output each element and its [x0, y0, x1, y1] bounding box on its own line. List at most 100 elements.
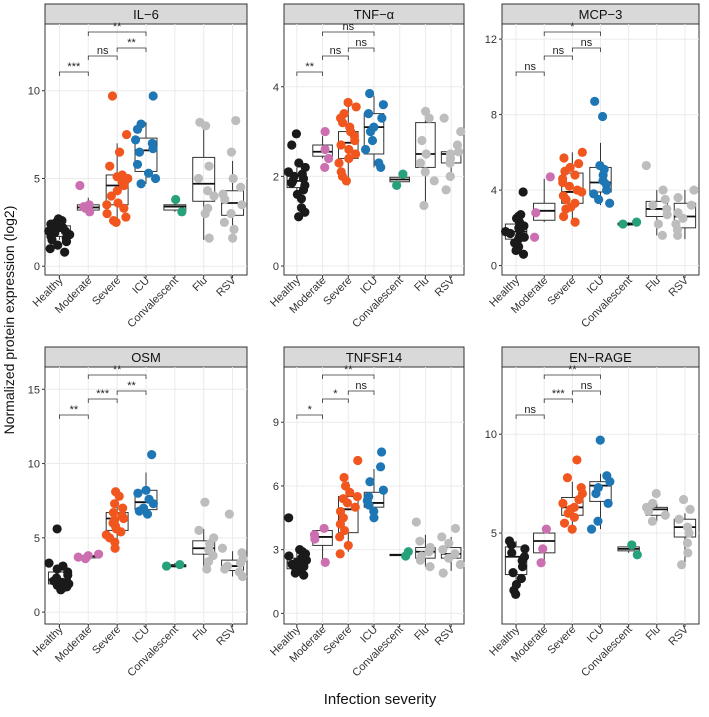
data-point [141, 485, 151, 495]
data-point [504, 536, 515, 546]
data-point [101, 530, 111, 540]
data-point [343, 540, 353, 551]
sig-label: ns [524, 404, 536, 416]
y-tick-label: 0 [34, 607, 40, 619]
y-tick-label: 3 [273, 545, 279, 557]
data-point [353, 455, 363, 466]
data-point [516, 210, 526, 220]
data-point [226, 147, 237, 157]
data-point [590, 96, 600, 106]
data-point [658, 185, 668, 195]
data-point [520, 544, 530, 554]
data-point [119, 203, 129, 213]
data-point [508, 568, 518, 578]
panel-title: TNF−α [354, 7, 395, 22]
data-point [51, 573, 62, 583]
data-point [438, 568, 448, 578]
data-point [345, 122, 355, 132]
data-point [133, 488, 143, 498]
data-point [84, 200, 94, 210]
sig-label: ** [113, 364, 122, 376]
data-point [648, 200, 658, 210]
x-tick-label: ICU [585, 624, 607, 646]
data-point [364, 491, 374, 502]
data-point [202, 564, 212, 574]
data-point [437, 532, 447, 542]
sig-bracket [87, 31, 147, 36]
data-point [660, 510, 670, 520]
data-point [403, 547, 413, 557]
data-point [320, 144, 330, 155]
x-tick-label: Flu [412, 624, 431, 643]
sig-bracket [543, 398, 573, 403]
data-point [450, 549, 460, 559]
data-point [111, 487, 121, 497]
sig-bracket [322, 55, 349, 60]
sig-bracket [515, 414, 545, 419]
data-point [569, 502, 579, 512]
x-tick-label: Severe [545, 275, 578, 308]
y-tick-label: 0 [34, 261, 40, 273]
y-tick-label: 12 [485, 34, 497, 46]
data-point [195, 117, 205, 127]
data-point [75, 180, 85, 191]
data-point [415, 536, 425, 546]
data-point [653, 219, 663, 229]
data-point [450, 523, 461, 534]
data-point [352, 491, 362, 502]
data-point [291, 129, 301, 139]
data-point [106, 191, 116, 201]
data-point [112, 186, 122, 196]
data-point [674, 514, 684, 524]
data-point [60, 247, 70, 257]
data-point [143, 168, 154, 178]
y-tick-label: 8 [491, 110, 497, 122]
data-point [586, 524, 597, 534]
data-point [558, 498, 568, 509]
y-tick-label: 9 [273, 417, 279, 429]
data-point [295, 545, 305, 555]
data-point [519, 552, 530, 562]
data-point [350, 149, 361, 159]
data-point [572, 185, 582, 195]
panel-title: TNFSF14 [346, 350, 402, 365]
data-point [287, 140, 297, 150]
data-point [237, 548, 247, 558]
panel-title: IL−6 [133, 7, 159, 22]
sig-label: ** [568, 364, 577, 376]
data-point [444, 538, 454, 548]
data-point [429, 176, 439, 186]
data-point [559, 518, 570, 528]
data-point [209, 533, 219, 543]
data-point [603, 498, 613, 509]
data-point [203, 186, 213, 196]
data-point [441, 185, 451, 195]
data-point [224, 509, 234, 519]
data-point [58, 561, 68, 571]
data-point [445, 171, 455, 181]
data-point [572, 455, 582, 465]
data-point [369, 506, 379, 517]
x-tick-label: Severe [321, 275, 354, 308]
data-point [134, 147, 145, 157]
data-point [335, 506, 346, 517]
data-point [365, 477, 375, 487]
data-point [416, 551, 427, 561]
data-point [343, 97, 353, 108]
data-point [676, 560, 687, 570]
data-point [219, 217, 229, 227]
data-point [531, 208, 541, 218]
data-point [175, 559, 185, 570]
sig-label: * [570, 21, 575, 33]
data-point [570, 198, 580, 208]
data-point [595, 435, 605, 445]
data-point [53, 214, 64, 224]
data-point [300, 162, 310, 173]
sig-bracket [87, 374, 147, 379]
sig-label: ns [355, 37, 367, 49]
data-point [296, 203, 307, 213]
data-point [204, 233, 214, 243]
data-point [335, 549, 345, 559]
data-point [425, 542, 435, 553]
